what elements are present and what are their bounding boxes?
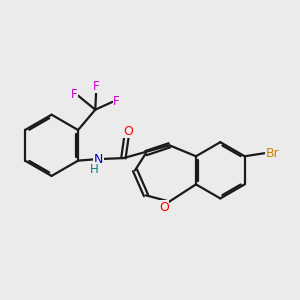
Text: N: N	[94, 153, 103, 166]
Text: F: F	[93, 80, 100, 93]
Text: O: O	[159, 201, 169, 214]
Text: Br: Br	[266, 147, 280, 160]
Text: F: F	[113, 95, 120, 108]
Text: H: H	[90, 163, 99, 176]
Text: O: O	[123, 125, 133, 138]
Text: F: F	[71, 88, 77, 101]
